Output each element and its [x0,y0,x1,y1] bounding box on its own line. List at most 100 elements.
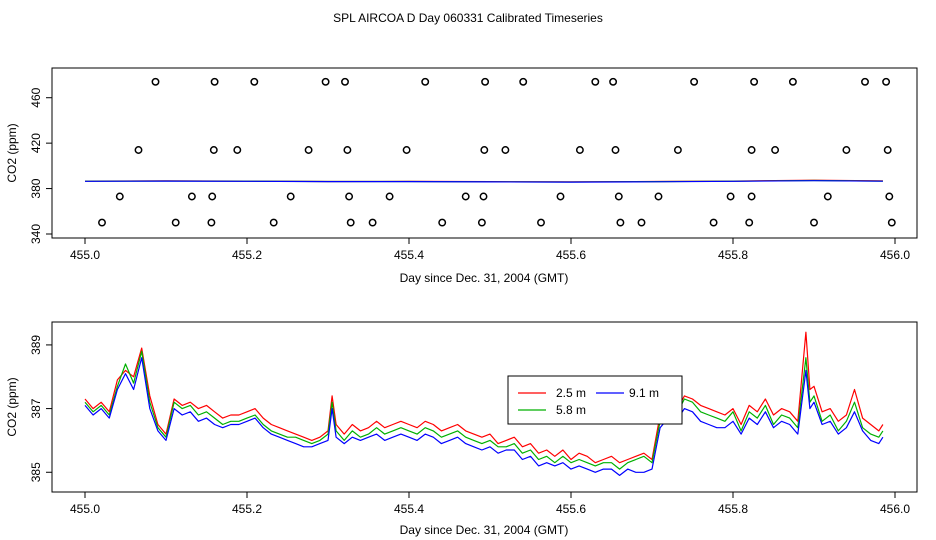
scatter-point [882,77,891,86]
scatter-point [207,218,216,227]
scatter-point [726,192,735,201]
page-title: SPL AIRCOA D Day 060331 Calibrated Times… [333,11,603,25]
scatter-point [575,146,584,154]
scatter-point [151,77,160,86]
scatter-point [885,192,894,201]
scatter-point [637,218,646,227]
scatter-point [208,192,217,201]
scatter-point [115,192,124,201]
scatter-point [591,77,600,86]
scatter-point [385,192,394,201]
top-x-axis-label: Day since Dec. 31, 2004 (GMT) [400,271,569,285]
plot-frame-top [51,67,918,239]
scatter-point [609,77,618,86]
scatter-point [537,218,545,227]
scatter-point [438,218,447,227]
bottom-x-tick-label: 455.4 [394,502,424,516]
legend-label-2-5m: 2.5 m [556,386,586,400]
scatter-point [810,218,818,227]
top-panel: 455.0 455.2 455.4 455.6 455.8 456.0 340 380 420 4… [5,67,918,285]
scatter-point [690,77,699,86]
scatter-point [209,146,218,154]
scatter-point [346,218,355,227]
top-x-tick-label: 455.0 [70,248,100,262]
top-x-tick-label: 455.4 [394,248,424,262]
top-x-tick-label: 456.0 [880,248,910,262]
bottom-x-tick-label: 455.0 [70,502,100,516]
scatter-point [519,77,528,86]
scatter-point [771,146,780,154]
scatter-point [747,192,756,201]
scatter-point [341,77,349,86]
bottom-line-9-1-m [84,357,884,476]
scatter-point [134,146,143,154]
legend-label-9-1m: 9.1 m [629,386,659,400]
top-y-tick-label: 340 [29,224,43,244]
scatter-point [480,146,489,154]
scatter-point [187,192,196,201]
top-series-group [84,77,896,227]
scatter-point [461,192,470,201]
bottom-y-axis-label: CO2 (ppm) [5,377,19,436]
bottom-series-group [84,331,884,476]
scatter-point [556,192,565,201]
top-x-tick-label: 455.2 [232,248,262,262]
bottom-y-tick-label: 389 [29,335,43,355]
bottom-axes: 455.0 455.2 455.4 455.6 455.8 456.0 385 387 389 [29,335,910,516]
bottom-x-tick-label: 455.6 [556,502,586,516]
legend: 2.5 m 5.8 m 9.1 m [507,375,683,425]
scatter-point [479,192,488,201]
scatter-point [709,218,718,227]
scatter-point [421,77,430,86]
scatter-point [501,146,510,154]
scatter-point [823,192,832,201]
bottom-panel: 455.0 455.2 455.4 455.6 455.8 456.0385387389 … [5,321,918,537]
top-y-axis-label: CO2 (ppm) [5,123,19,182]
scatter-point [210,77,219,86]
scatter-point [286,192,295,201]
scatter-point [98,218,106,227]
scatter-point [345,192,354,201]
scatter-point [842,146,851,154]
top-x-tick-label: 455.6 [556,248,586,262]
scatter-point [654,192,663,201]
scatter-point [269,218,278,227]
scatter-point [616,218,625,227]
top-y-tick-label: 380 [29,178,43,198]
bottom-x-axis-label: Day since Dec. 31, 2004 (GMT) [400,523,569,537]
scatter-point [611,146,620,154]
scatter-point [673,146,682,154]
scatter-point [343,146,352,154]
scatter-point [747,146,756,154]
bottom-x-tick-label: 455.8 [718,502,748,516]
scatter-point [321,77,330,86]
bottom-x-tick-label: 455.2 [232,502,262,516]
scatter-point [750,77,759,86]
plot-frame-bottom [51,321,918,493]
scatter-point [788,77,797,86]
scatter-point [745,218,754,227]
top-y-tick-label: 420 [29,133,43,153]
scatter-point [887,218,896,227]
top-y-tick-label: 460 [29,87,43,107]
top-axes: 455.0 455.2 455.4 455.6 455.8 456.0 340 380 420 4… [29,87,910,262]
bottom-line-5-8-m [84,350,884,470]
scatter-point [171,218,180,227]
scatter-point [614,192,623,201]
legend-label-5-8m: 5.8 m [556,403,586,417]
bottom-line-2-5-m [84,331,884,464]
scatter-point [304,146,313,154]
scatter-point [481,77,490,86]
bottom-y-tick-label: 387 [29,398,43,418]
scatter-point [402,146,411,154]
legend-box [507,375,683,425]
bottom-y-tick-label: 385 [29,462,43,482]
bottom-x-tick-label: 456.0 [880,502,910,516]
scatter-point [883,146,892,154]
top-line-series-2 [84,180,883,183]
scatter-point [233,146,242,154]
scatter-point [477,218,486,227]
scatter-point [861,77,869,86]
top-x-tick-label: 455.8 [718,248,748,262]
